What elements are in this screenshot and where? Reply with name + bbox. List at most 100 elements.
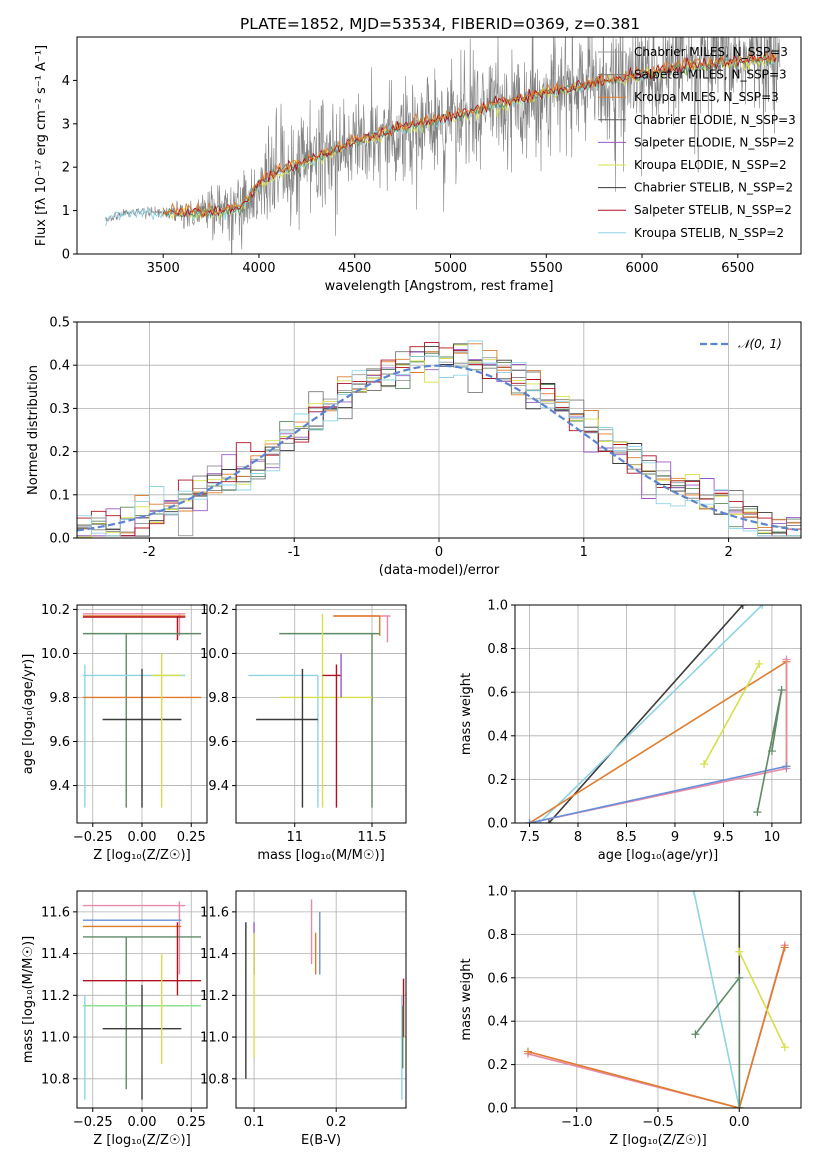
legend-entry: Kroupa STELIB, N_SSP=2 xyxy=(634,226,784,240)
y-tick-label: 1.0 xyxy=(487,599,508,614)
x-tick-label: 0.2 xyxy=(326,1115,347,1130)
x-tick-label: 0.25 xyxy=(177,1115,206,1130)
panel-massweight_vs_age: 7.5 8 8.5 9 9.5 10 0.0 0.2 0.4 0.6 0.8 1.0 age [log₁… xyxy=(459,599,802,863)
x-tick-label: 11.5 xyxy=(358,830,387,845)
y-tick-label: 9.8 xyxy=(49,691,70,706)
y-tick-label: 10.8 xyxy=(200,1072,229,1087)
legend-entry: 𝒩(0, 1) xyxy=(738,337,782,351)
x-tick-label: 4000 xyxy=(242,261,275,276)
legend-entry: Salpeter MILES, N_SSP=3 xyxy=(634,68,787,82)
x-tick-label: 10 xyxy=(764,830,781,845)
x-tick-label: 7.5 xyxy=(519,830,540,845)
observed-spectrum xyxy=(105,37,781,254)
panel-age_vs_Z: −0.25 0.00 0.25 9.4 9.6 9.8 10.0 10.2 Z [log₁₀(Z… xyxy=(21,603,208,863)
x-tick-label: 5000 xyxy=(434,261,467,276)
axes-frame xyxy=(514,604,802,824)
series-point-kroupa_stelib xyxy=(689,891,698,895)
series-point-extra_green xyxy=(735,973,744,982)
y-tick-label: 0.6 xyxy=(487,971,508,986)
x-tick-label: 5500 xyxy=(530,261,563,276)
x-tick-label: 0.00 xyxy=(128,1115,157,1130)
y-tick-label: 11.2 xyxy=(41,989,70,1004)
series-point-kroupa_elodie xyxy=(755,659,764,668)
y-tick-label: 11.0 xyxy=(41,1031,70,1046)
y-tick-label: 0.4 xyxy=(49,359,70,374)
x-tick-label: -1 xyxy=(288,545,301,560)
series-point-extra_green xyxy=(767,747,776,756)
y-tick-label: 0.8 xyxy=(487,642,508,657)
y-axis-label: mass weight xyxy=(459,673,474,755)
panel-massweight_vs_Z: −1.0 −0.5 0.0 0.0 0.2 0.4 0.6 0.8 1.0 Z [log₁₀(Z/… xyxy=(459,885,802,1148)
y-tick-label: 9.6 xyxy=(208,735,229,750)
x-axis-label: Z [log₁₀(Z/Z☉)] xyxy=(93,1133,190,1148)
plot-area-age_vs_Z xyxy=(82,613,202,808)
panel-mass_vs_Z: −0.25 0.00 0.25 10.8 11.0 11.2 11.4 11.6 Z [log₁… xyxy=(21,890,208,1148)
y-axis-label: mass [log₁₀(M/M☉)] xyxy=(21,936,36,1063)
y-tick-label: 0.2 xyxy=(49,445,70,460)
x-tick-label: −0.5 xyxy=(642,1115,674,1130)
series-line-kroupa_miles xyxy=(527,947,786,1108)
series-point-kroupa_miles xyxy=(524,1047,532,1056)
y-tick-label: 10.0 xyxy=(41,647,70,662)
series-point-extra_pink xyxy=(782,655,791,664)
series-line-kroupa_elodie xyxy=(738,951,786,1048)
histogram-chabrier_stelib xyxy=(77,343,801,537)
plot-area-spectrum xyxy=(105,37,781,254)
plot-area-age_vs_mass xyxy=(248,613,391,808)
series-point-kroupa_elodie xyxy=(700,760,709,769)
panel-age_vs_mass: 11 11.5 9.4 9.6 9.8 10.0 10.2 mass [log₁₀(M/M☉)… xyxy=(200,603,407,863)
series-point-extra_green xyxy=(735,1104,744,1108)
y-axis-label: age [log₁₀(age/yr)] xyxy=(21,654,36,775)
legend-entry: Salpeter STELIB, N_SSP=2 xyxy=(634,203,792,217)
legend-entry: Salpeter ELODIE, N_SSP=2 xyxy=(634,135,795,149)
legend-entry: Chabrier ELODIE, N_SSP=3 xyxy=(634,113,796,127)
x-axis-label: (data-model)/error xyxy=(379,563,500,578)
x-tick-label: 0.00 xyxy=(128,830,157,845)
figure-title: PLATE=1852, MJD=53534, FIBERID=0369, z=0… xyxy=(240,15,640,33)
series-point-extra_blue xyxy=(525,819,534,823)
y-axis-label: Flux [fλ 10⁻¹⁷ erg cm⁻² s⁻¹ A⁻¹] xyxy=(34,45,49,246)
series-point-chabrier_stelib xyxy=(738,605,747,609)
x-axis-label: Z [log₁₀(Z/Z☉)] xyxy=(93,848,190,863)
y-tick-label: 11.6 xyxy=(41,905,70,920)
series-point-extra_green xyxy=(777,686,786,695)
series-point-kroupa_elodie xyxy=(780,1043,789,1052)
y-tick-label: 0.3 xyxy=(49,402,70,417)
series-point-extra_green xyxy=(753,808,762,817)
plot-area-mass_vs_Z xyxy=(82,901,202,1100)
y-tick-label: 0.4 xyxy=(487,729,508,744)
x-tick-label: 2 xyxy=(724,545,732,560)
x-tick-label: 3500 xyxy=(147,261,180,276)
x-tick-label: 4500 xyxy=(338,261,371,276)
axes-frame xyxy=(235,890,407,1109)
axes-frame xyxy=(76,36,802,255)
y-tick-label: 0.1 xyxy=(49,488,70,503)
x-tick-label: 0.0 xyxy=(729,1115,750,1130)
x-axis-label: Z [log₁₀(Z/Z☉)] xyxy=(609,1133,706,1148)
y-axis-label: mass weight xyxy=(459,958,474,1040)
x-tick-label: 9.5 xyxy=(713,830,734,845)
legend-entry: Kroupa MILES, N_SSP=3 xyxy=(634,90,779,104)
x-tick-label: -2 xyxy=(143,545,156,560)
y-tick-label: 11.4 xyxy=(200,947,229,962)
y-tick-label: 11.6 xyxy=(200,905,229,920)
legend-entry: Chabrier MILES, N_SSP=3 xyxy=(634,45,788,59)
y-tick-label: 0.6 xyxy=(487,686,508,701)
y-tick-label: 3 xyxy=(62,117,70,132)
series-line-extra_blue xyxy=(529,765,787,823)
y-axis-label: Normed distribution xyxy=(26,365,41,495)
series-point-extra_blue xyxy=(782,762,791,771)
legend-entry: Chabrier STELIB, N_SSP=2 xyxy=(634,181,793,195)
y-tick-label: 0.0 xyxy=(487,1102,508,1117)
panel-mass_vs_ebv: 0.1 0.2 10.8 11.0 11.2 11.4 11.6 E(B-V) xyxy=(200,890,407,1148)
panel-residuals: -2 -1 0 1 2 0.0 0.1 0.2 0.3 0.4 0.5 (data-model)/er… xyxy=(26,316,802,578)
x-tick-label: 0.25 xyxy=(177,830,206,845)
legend-entry: Kroupa ELODIE, N_SSP=2 xyxy=(634,158,787,172)
gaussian-curve xyxy=(77,364,799,532)
series-line-extra_green xyxy=(694,975,741,1108)
series-line-kroupa_stelib xyxy=(538,605,763,823)
x-tick-label: 0 xyxy=(435,545,443,560)
y-tick-label: 0.0 xyxy=(49,532,70,547)
x-tick-label: 8.5 xyxy=(616,830,637,845)
axes-frame xyxy=(235,604,407,824)
